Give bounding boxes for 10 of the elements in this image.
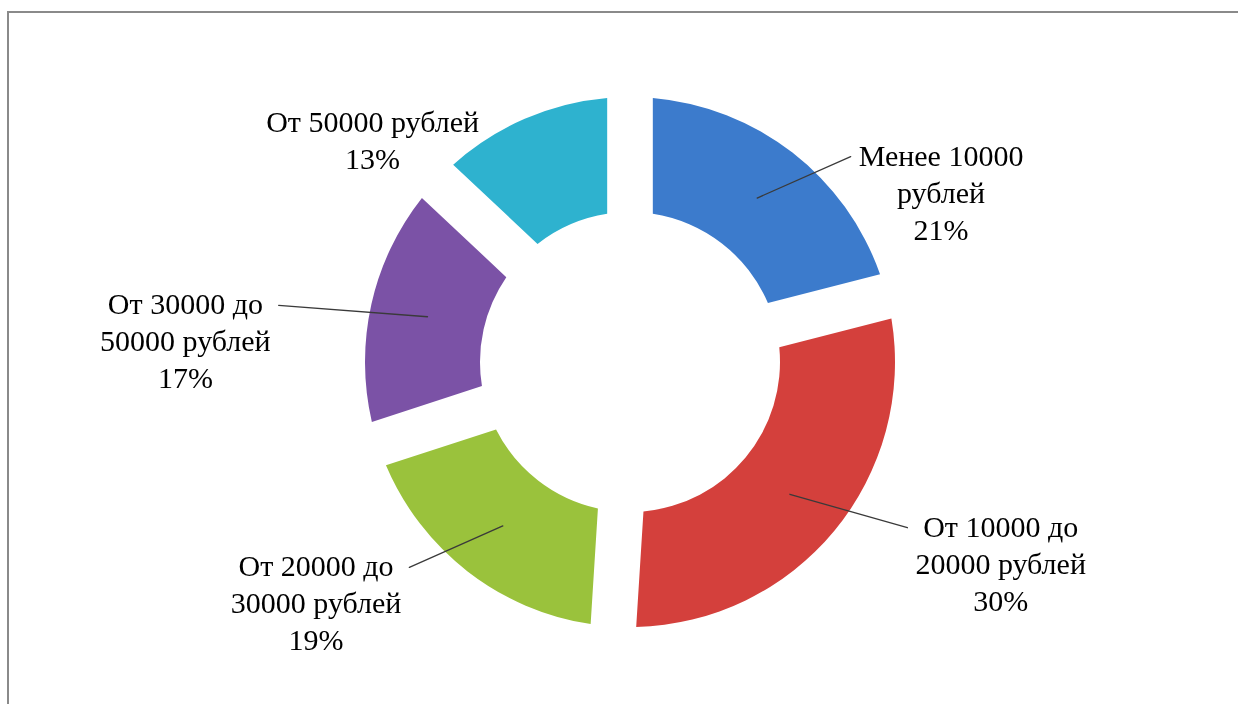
data-label: 13% bbox=[345, 142, 401, 176]
data-label: 30% bbox=[973, 583, 1029, 617]
data-label: 21% bbox=[913, 212, 969, 246]
data-label: 19% bbox=[288, 623, 344, 657]
data-label: 17% bbox=[157, 361, 213, 395]
slice-label: От 20000 до 30000 рублей bbox=[230, 549, 402, 620]
slice-label: Менее 10000 рублей bbox=[858, 138, 1024, 209]
slice-label: От 10000 до 20000 рублей bbox=[915, 509, 1086, 580]
slice-label: От 50000 рублей bbox=[266, 105, 480, 139]
slice-label: От 30000 до 50000 рублей bbox=[100, 287, 271, 358]
